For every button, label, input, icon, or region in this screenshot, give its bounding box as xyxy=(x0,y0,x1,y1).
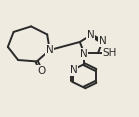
Text: SH: SH xyxy=(102,48,117,58)
Text: N: N xyxy=(46,45,54,55)
Text: N: N xyxy=(80,49,87,59)
Text: N: N xyxy=(87,29,95,40)
Text: N: N xyxy=(99,36,107,46)
Text: N: N xyxy=(70,65,77,75)
Text: O: O xyxy=(37,66,45,76)
